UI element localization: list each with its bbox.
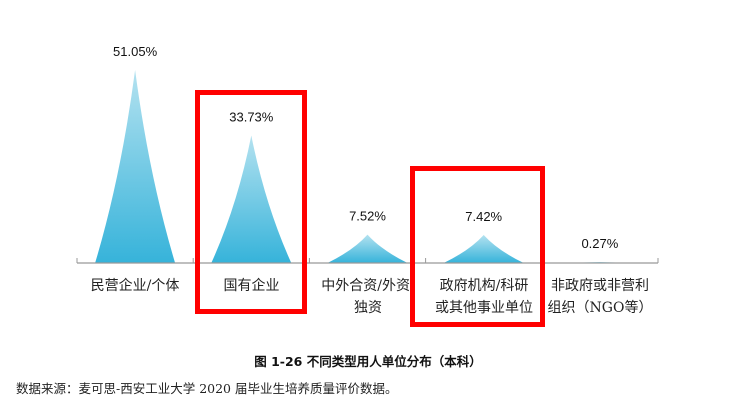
category-label-ngo: 非政府或非营利 组织（NGO等）	[547, 278, 653, 316]
category-label-foreign-jv: 中外合资/外资/ 独资	[321, 278, 415, 316]
triangle-bar	[443, 234, 524, 263]
value-labels: 51.05% 33.73% 7.52% 7.42% 0.27%	[113, 44, 619, 251]
value-label: 0.27%	[581, 236, 618, 251]
highlight-box-government	[410, 166, 545, 327]
highlight-box-state-owned	[195, 90, 307, 314]
category-label-private: 民营企业/个体	[90, 278, 180, 294]
category-label-government: 政府机构/科研 或其他事业单位	[435, 278, 533, 316]
triangle-bar	[95, 70, 176, 263]
figure-caption: 图 1-26 不同类型用人单位分布（本科）	[254, 354, 482, 369]
value-label: 7.52%	[349, 209, 386, 224]
data-source-note: 数据来源：麦可思-西安工业大学 2020 届毕业生培养质量评价数据。	[16, 381, 398, 396]
category-label-state-owned: 国有企业	[223, 278, 280, 294]
value-label: 51.05%	[113, 44, 158, 59]
value-label: 33.73%	[229, 110, 274, 125]
triangle-bars	[95, 70, 640, 263]
triangle-bar	[327, 234, 408, 263]
triangle-bar	[211, 135, 292, 263]
value-label: 7.42%	[465, 209, 502, 224]
